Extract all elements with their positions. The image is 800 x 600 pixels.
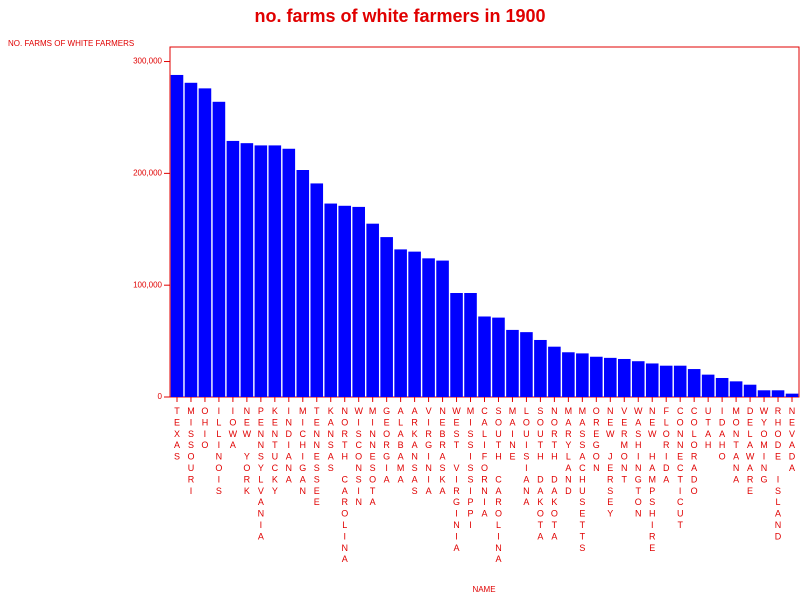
x-tick-label: NEBRASKA: [438, 406, 448, 497]
x-tick-label: TENNESSEE: [312, 406, 322, 509]
bar: [617, 358, 631, 397]
x-tick-label: OHIO: [200, 406, 210, 452]
bar: [170, 74, 184, 398]
x-tick-label: PENNSYLVANIA: [256, 406, 266, 543]
bar: [380, 237, 393, 397]
y-tick-label: 300,000: [133, 57, 162, 66]
bar: [534, 339, 547, 397]
x-tick-label: ILLINOIS: [214, 406, 224, 497]
x-tick-label: IOWA: [228, 406, 238, 452]
x-tick-label: VERMONT: [619, 406, 629, 486]
x-tick-label: DELAWARE: [745, 406, 755, 497]
x-tick-label: MISSISSIPPI: [466, 406, 476, 531]
x-tick-label: VIRGINIA: [424, 406, 434, 497]
bar: [324, 203, 338, 397]
x-tick-label: KANSAS: [326, 406, 336, 474]
y-tick-label: 0: [158, 392, 163, 401]
bar: [226, 140, 240, 397]
x-tick-label: UTAH: [703, 406, 713, 452]
bar: [254, 145, 268, 397]
x-tick-label: SOUTH CAROLINA: [493, 406, 503, 566]
bar: [268, 145, 282, 397]
x-tick-label: MONTANA: [731, 406, 741, 486]
bar: [464, 293, 477, 397]
x-tick-label: WASHINGTON: [633, 406, 643, 520]
x-tick-label: NEW JERSEY: [605, 406, 615, 520]
x-tick-label: OREGON: [591, 406, 601, 474]
bar: [240, 143, 254, 397]
x-tick-label: SOUTH DAKOTA: [535, 406, 545, 543]
bar: [450, 293, 463, 397]
chart-title: no. farms of white farmers in 1900: [254, 6, 545, 26]
bar: [604, 357, 617, 397]
x-tick-label: WISCONSIN: [354, 406, 364, 509]
x-tick-label: NORTH CAROLINA: [340, 406, 350, 566]
x-tick-label: ALABAMA: [396, 406, 406, 486]
x-tick-label: MARYLAND: [563, 406, 573, 497]
bar: [659, 365, 673, 397]
bar: [576, 353, 589, 397]
bar: [366, 223, 379, 397]
bar: [352, 206, 365, 397]
bar: [338, 205, 352, 397]
x-tick-label: GEORGIA: [382, 406, 392, 486]
x-tick-label: KENTUCKY: [270, 406, 280, 497]
bar: [645, 363, 659, 397]
bar: [310, 183, 324, 397]
x-tick-label: COLORADO: [689, 406, 699, 497]
x-tick-label: INDIANA: [284, 406, 294, 486]
bar: [282, 148, 296, 397]
bar: [492, 317, 505, 397]
x-tick-label: CONNECTICUT: [675, 406, 685, 531]
x-tick-label: MICHIGAN: [298, 406, 308, 497]
bar: [757, 390, 771, 397]
x-tick-label: NEVADA: [787, 406, 797, 474]
bar: [478, 316, 491, 397]
bar: [771, 390, 785, 397]
x-tick-label: CALIFORNIA: [480, 406, 490, 520]
x-tick-label: TEXAS: [172, 406, 182, 463]
x-tick-label: IDAHO: [717, 406, 727, 463]
bar: [785, 393, 799, 397]
bar: [687, 369, 701, 397]
x-tick-label: ARKANSAS: [410, 406, 420, 497]
bar: [198, 88, 212, 397]
bar: [436, 260, 449, 397]
x-tick-label: MISSOURI: [186, 406, 196, 497]
x-tick-label: FLORIDA: [661, 406, 671, 486]
x-tick-label: WEST VIRGINIA: [452, 406, 462, 554]
bar: [520, 332, 533, 397]
bar: [590, 356, 603, 397]
x-tick-label: MINNESOTA: [368, 406, 378, 509]
bar: [673, 365, 687, 397]
bar: [408, 251, 421, 397]
x-axis-label: NAME: [472, 585, 495, 594]
bar: [631, 361, 645, 397]
bar: [394, 249, 407, 397]
bar: [743, 384, 757, 397]
bar: [548, 346, 561, 397]
x-tick-label: RHODE ISLAND: [773, 406, 783, 543]
y-axis-label: NO. FARMS OF WHITE FARMERS: [8, 39, 134, 48]
y-tick-label: 200,000: [133, 168, 162, 177]
bar: [296, 170, 310, 397]
bar: [562, 352, 575, 397]
x-tick-label: LOUISIANA: [521, 406, 531, 509]
x-tick-label: MAINE: [507, 406, 517, 463]
bar: [701, 374, 715, 397]
y-tick-label: 100,000: [133, 280, 162, 289]
bar: [729, 381, 743, 397]
bar: [184, 82, 198, 397]
x-tick-label: NEW HAMPSHIRE: [647, 406, 657, 554]
bar: [212, 101, 226, 398]
x-tick-label: MASSACHUSETTS: [577, 406, 587, 554]
bar: [715, 377, 729, 397]
x-tick-label: NEW YORK: [242, 406, 252, 497]
bar: [506, 329, 519, 397]
x-tick-label: WYOMING: [759, 406, 769, 486]
bar: [422, 258, 435, 397]
x-tick-label: NORTH DAKOTA: [549, 406, 559, 543]
